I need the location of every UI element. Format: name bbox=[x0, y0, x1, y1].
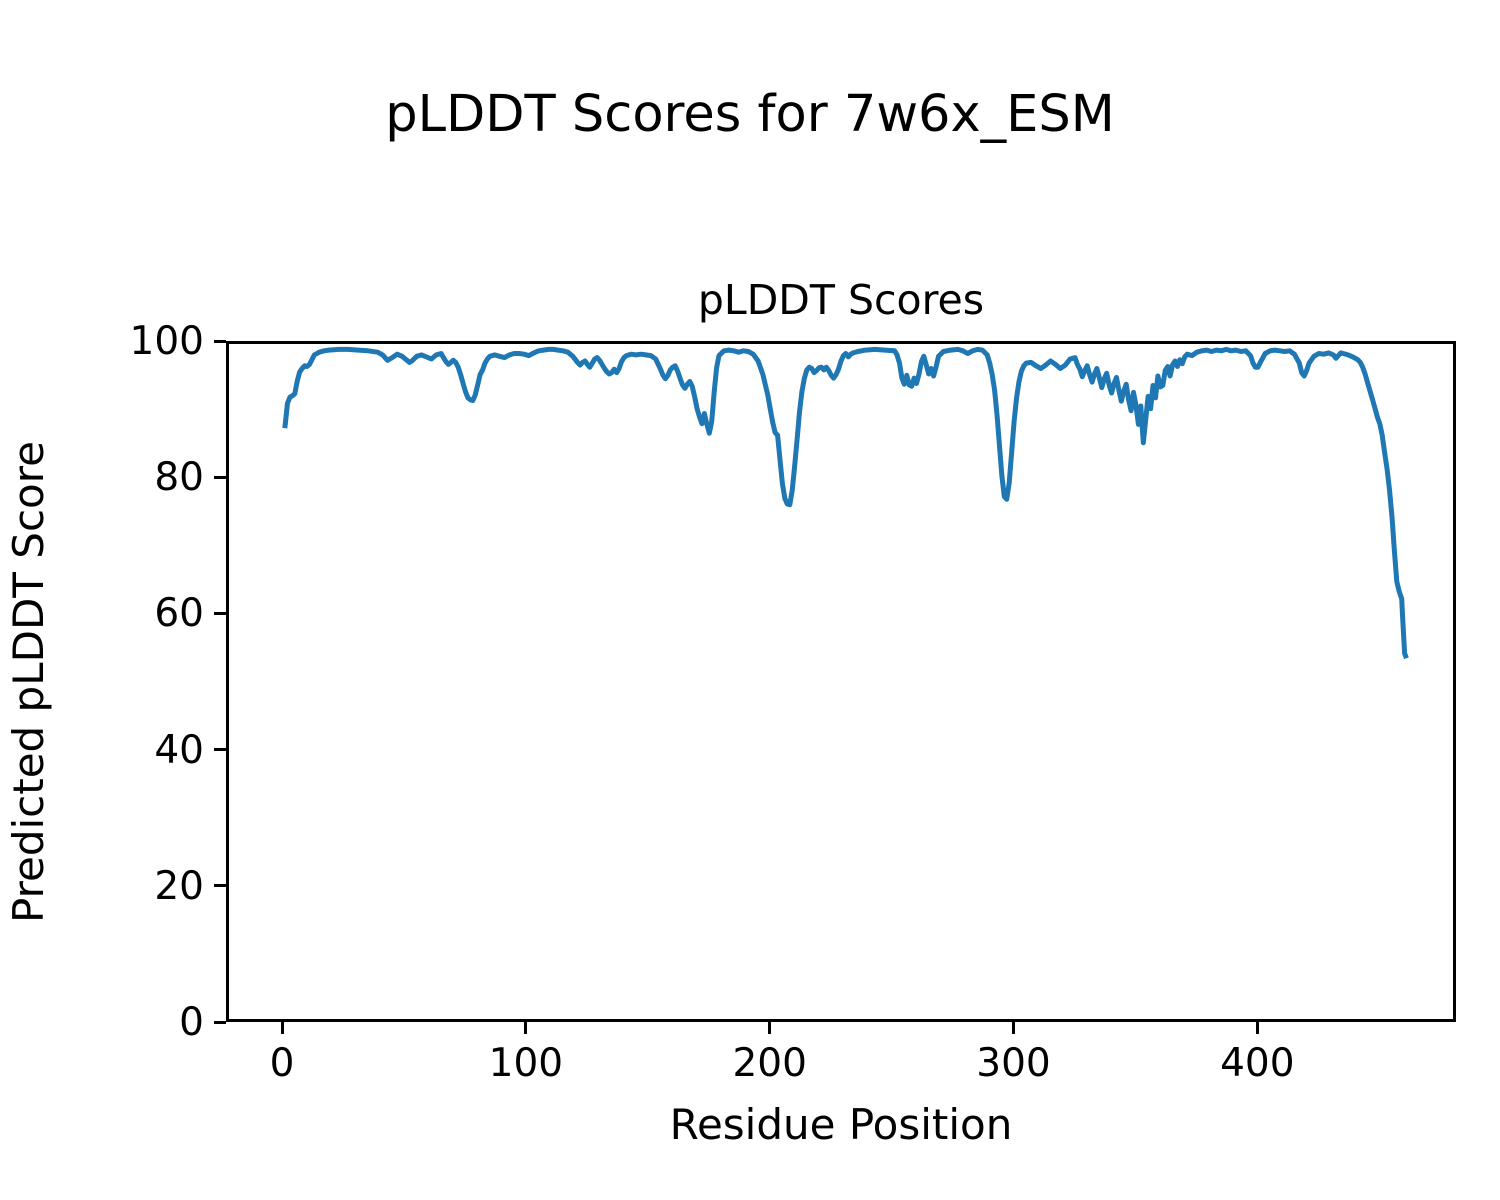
y-tick-label: 40 bbox=[154, 727, 204, 773]
y-tick-mark bbox=[214, 884, 226, 888]
x-tick-label: 200 bbox=[732, 1041, 807, 1086]
y-tick-label: 100 bbox=[129, 319, 204, 364]
y-axis-label: Predicted pLDDT Score bbox=[4, 441, 53, 923]
x-tick-mark bbox=[524, 1022, 528, 1034]
x-tick-mark bbox=[1011, 1022, 1015, 1034]
y-tick-mark bbox=[214, 475, 226, 479]
figure-title: pLDDT Scores for 7w6x_ESM bbox=[385, 85, 1115, 144]
y-tick-label: 80 bbox=[154, 455, 204, 501]
y-tick-mark bbox=[214, 748, 226, 752]
axes-title: pLDDT Scores bbox=[697, 276, 985, 324]
x-tick-label: 100 bbox=[488, 1041, 564, 1086]
x-tick-mark bbox=[1255, 1022, 1259, 1034]
y-tick-label: 60 bbox=[154, 591, 204, 637]
y-tick-mark bbox=[214, 339, 226, 343]
x-tick-label: 400 bbox=[1220, 1041, 1295, 1086]
x-tick-mark bbox=[768, 1022, 772, 1034]
plot-area bbox=[226, 341, 1456, 1022]
plot-canvas bbox=[282, 346, 1409, 660]
y-tick-mark bbox=[214, 1020, 226, 1024]
x-tick-label: 0 bbox=[269, 1041, 295, 1086]
x-tick-mark bbox=[280, 1022, 284, 1034]
y-tick-label: 20 bbox=[154, 863, 204, 909]
plddt-line bbox=[282, 346, 1409, 660]
y-tick-mark bbox=[214, 611, 226, 615]
x-tick-label: 300 bbox=[976, 1041, 1051, 1086]
x-axis-label: Residue Position bbox=[669, 1100, 1013, 1149]
y-tick-label: 0 bbox=[179, 1000, 204, 1045]
